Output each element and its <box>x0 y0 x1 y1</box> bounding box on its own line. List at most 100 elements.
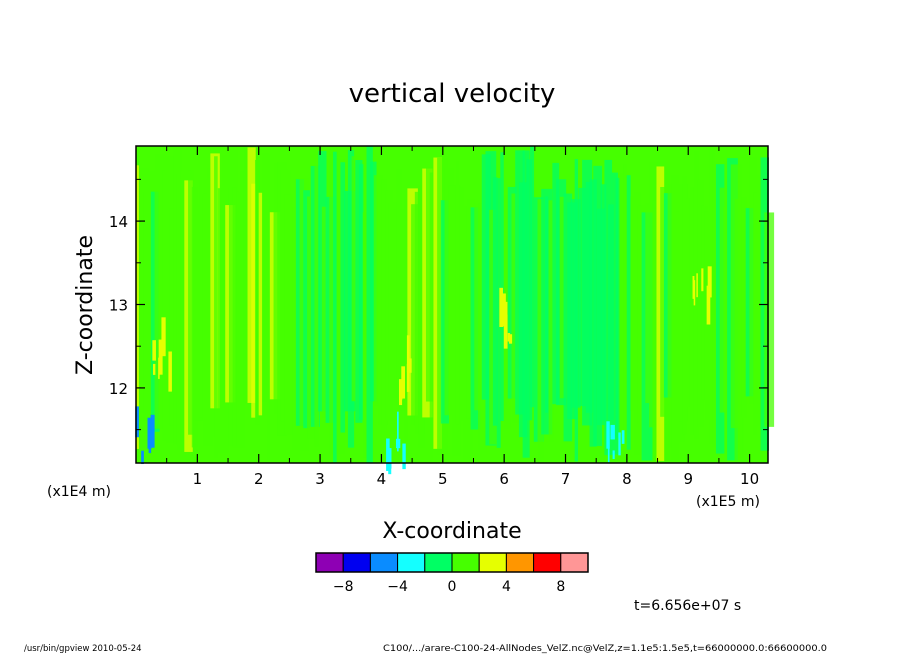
field-streak <box>753 192 758 435</box>
field-hotspot <box>507 333 511 342</box>
field-streak <box>340 162 346 433</box>
x-tick-label: 8 <box>622 470 632 488</box>
field-streak <box>697 179 704 427</box>
colorbar-swatch <box>424 552 453 573</box>
colorbar-swatch <box>560 552 589 573</box>
field-hotspot <box>150 414 155 448</box>
field-hotspot <box>621 430 625 444</box>
field-streak <box>258 192 263 416</box>
field-streak <box>645 203 650 404</box>
field-hotspot <box>388 448 392 469</box>
field-streak <box>262 153 270 402</box>
field-hotspot <box>501 293 506 327</box>
field-hotspot <box>406 335 410 373</box>
colorbar-swatch <box>478 552 507 573</box>
field-hotspot <box>147 417 152 449</box>
field-streak <box>359 164 364 420</box>
field-streak <box>552 162 560 405</box>
y-tick-label: 14 <box>109 213 128 231</box>
field-hotspot <box>503 314 508 349</box>
field-streak <box>756 175 764 427</box>
field-streak <box>455 161 460 425</box>
field-streak <box>191 186 198 448</box>
field-streak <box>496 178 501 448</box>
field-hotspot <box>707 266 712 298</box>
colorbar-tick-label: 0 <box>448 579 457 595</box>
field-streak <box>500 152 504 421</box>
field-streak <box>634 191 642 455</box>
field-streak <box>492 177 498 426</box>
field-hotspot <box>168 351 172 392</box>
x-unit-label: (x1E5 m) <box>696 494 760 510</box>
x-axis-ticks: 1 2 3 4 5 6 7 8 9 10 <box>166 146 759 488</box>
field-streak <box>712 153 716 448</box>
field-streak <box>701 205 708 400</box>
field-streak <box>370 161 377 402</box>
chart-title: vertical velocity <box>349 79 556 109</box>
y-unit-label: (x1E4 m) <box>47 484 111 500</box>
field-streak <box>459 187 465 421</box>
field-hotspot <box>161 317 166 357</box>
field-hotspot <box>148 444 152 454</box>
field-hotspot <box>397 411 399 452</box>
field-hotspot <box>409 358 412 373</box>
field-streak <box>136 165 139 449</box>
field-hotspot <box>388 460 392 475</box>
x-axis-label: X-coordinate <box>382 519 521 544</box>
field-streak <box>251 183 256 418</box>
field-streak <box>266 205 271 461</box>
field-streak <box>626 175 631 450</box>
x-tick-label: 7 <box>561 470 571 488</box>
field-streak <box>585 181 593 413</box>
footer-source: C100/.../arare-C100-24-AllNodes_VelZ.nc@… <box>383 644 827 654</box>
field-streak <box>600 184 607 421</box>
field-hotspot <box>141 450 144 465</box>
field-streak <box>366 146 373 463</box>
field-streak <box>764 212 775 427</box>
field-streak <box>411 204 419 426</box>
field-streak <box>303 190 310 429</box>
y-tick-label: 12 <box>109 380 128 398</box>
colorbar-frame <box>315 552 589 573</box>
field-streak <box>381 179 388 430</box>
footer-program: /usr/bin/gpview 2010-05-24 <box>24 644 142 654</box>
x-tick-label: 9 <box>683 470 693 488</box>
field-streak <box>214 156 218 458</box>
field-hotspot <box>399 394 403 406</box>
field-streak <box>355 160 363 423</box>
field-streak <box>682 175 688 435</box>
time-label: t=6.656e+07 s <box>634 598 741 614</box>
field-streak <box>589 179 597 447</box>
field-hotspot <box>158 339 163 375</box>
velocity-field <box>135 146 775 475</box>
y-axis-label: Z-coordinate <box>73 235 98 375</box>
x-tick-label: 4 <box>377 470 387 488</box>
field-streak <box>188 170 195 435</box>
colorbar: −8 −4 0 4 8 <box>315 552 589 595</box>
field-streak <box>392 209 400 398</box>
colorbar-swatch <box>533 552 562 573</box>
field-hotspot <box>508 334 513 344</box>
field-streak <box>347 150 355 448</box>
field-streak <box>232 187 237 448</box>
field-streak <box>723 206 727 412</box>
field-hotspot <box>606 421 610 449</box>
field-streak <box>623 164 627 443</box>
colorbar-swatch <box>315 552 344 573</box>
field-hotspot <box>152 340 156 361</box>
y-axis-ticks: 12 13 14 <box>109 178 768 431</box>
field-hotspot <box>402 443 406 470</box>
x-tick-label: 2 <box>254 470 264 488</box>
field-streak <box>741 197 748 418</box>
field-streak <box>611 172 619 455</box>
colorbar-tick-label: −4 <box>387 579 408 595</box>
field-streak <box>619 172 624 433</box>
field-hotspot <box>135 406 139 438</box>
field-streak <box>738 196 743 458</box>
field-streak <box>608 204 614 421</box>
field-hotspot <box>696 273 698 298</box>
field-streak <box>530 146 535 408</box>
field-hotspot <box>701 268 704 292</box>
field-streak <box>526 159 533 421</box>
